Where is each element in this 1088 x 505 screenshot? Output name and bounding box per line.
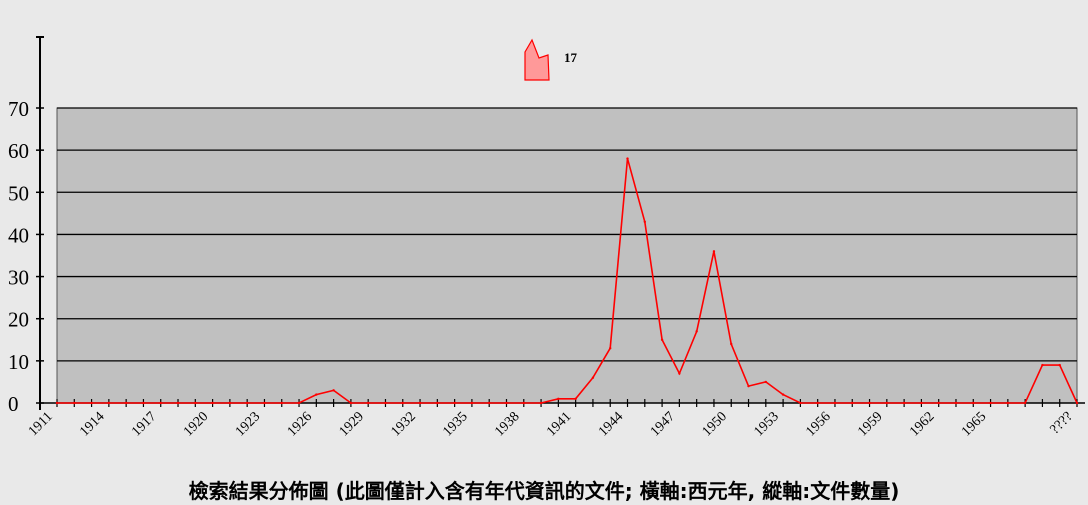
x-tick-label: 1941 [544, 409, 574, 439]
data-point [228, 401, 232, 405]
chart-svg: 0 10 20 30 40 50 60 70 1911 1914 1917 1920 1923 1926 1… [8, 36, 1085, 440]
y-tick-label: 40 [8, 223, 29, 247]
x-tick-label: 1938 [492, 409, 522, 439]
data-point [522, 401, 525, 405]
data-point [280, 401, 283, 405]
data-point [609, 347, 612, 350]
data-point [626, 157, 629, 160]
x-tick-label: 1944 [596, 409, 626, 439]
data-point [781, 393, 785, 396]
data-point [1058, 363, 1061, 367]
data-point [937, 401, 940, 405]
data-point [1023, 401, 1027, 405]
data-point [159, 401, 162, 405]
x-tick-label: 1911 [26, 409, 56, 439]
data-point [384, 401, 387, 405]
data-point [107, 401, 111, 405]
data-point [263, 401, 266, 405]
data-point [574, 397, 577, 400]
x-tick-label: 1959 [855, 409, 885, 439]
y-tick-label: 70 [8, 97, 29, 121]
x-tick-label: 1923 [233, 409, 263, 439]
chart-title: 檢索結果分佈圖 (此圖僅計入含有年代資訊的文件; 橫軸:西元年, 縱軸:文件數量… [188, 479, 900, 503]
x-tick-label: ???? [1048, 409, 1076, 437]
data-point [833, 401, 837, 405]
x-tick-label: 1917 [129, 409, 159, 439]
data-point [920, 401, 923, 405]
data-point [557, 397, 560, 400]
data-point [1006, 401, 1010, 405]
y-tick-label: 30 [8, 266, 29, 290]
x-tick-label: 1935 [440, 409, 470, 439]
data-point [799, 401, 802, 405]
y-tick-label: 10 [8, 350, 29, 374]
data-point [678, 372, 681, 375]
y-tick-label: 60 [8, 139, 29, 163]
legend: 17 [524, 38, 578, 81]
data-point [695, 330, 698, 333]
legend-label: 17 [564, 50, 578, 65]
data-point [712, 250, 716, 253]
data-point [868, 401, 871, 405]
data-point [90, 401, 93, 405]
x-tick-label: 1953 [752, 409, 782, 439]
x-tick-label: 1965 [959, 409, 989, 439]
x-tick-label: 1926 [285, 409, 315, 439]
data-point [902, 401, 906, 405]
data-point [332, 389, 335, 392]
data-point [470, 401, 474, 405]
data-point [366, 401, 370, 405]
x-tick-label: 1947 [648, 409, 678, 439]
data-point [142, 401, 145, 405]
plot-area [56, 107, 1078, 404]
data-point [1041, 363, 1044, 367]
data-point [176, 401, 180, 405]
data-point [436, 401, 439, 405]
data-point [954, 401, 958, 405]
y-tick-label: 50 [8, 181, 29, 205]
y-tick-label: 20 [8, 308, 29, 332]
data-point [453, 401, 456, 405]
x-tick-label: 1956 [803, 409, 833, 439]
data-point [989, 401, 992, 405]
data-point [972, 401, 975, 405]
data-point [816, 401, 819, 405]
data-point [747, 384, 750, 388]
x-tick-label: 1932 [388, 409, 418, 439]
x-tick-label: 1962 [907, 409, 937, 439]
data-point [297, 401, 301, 405]
data-point [349, 401, 353, 405]
data-point [124, 401, 128, 405]
data-point [660, 338, 664, 341]
x-tick-label: 1929 [337, 409, 367, 439]
data-point [885, 401, 889, 405]
data-point [539, 401, 543, 405]
data-point [73, 401, 76, 405]
data-point [418, 401, 422, 405]
data-point [764, 380, 768, 384]
data-point [591, 376, 595, 379]
series-line [57, 158, 1078, 404]
data-point [401, 401, 404, 405]
data-point [851, 401, 854, 405]
data-point [211, 401, 214, 405]
data-point [245, 401, 249, 405]
data-point [488, 401, 491, 405]
x-tick-label: 1950 [700, 409, 730, 439]
data-point [730, 342, 733, 346]
data-point [1075, 401, 1079, 405]
data-point [315, 393, 318, 396]
data-point [55, 401, 59, 405]
x-tick-label: 1914 [77, 409, 107, 439]
data-point [194, 401, 197, 405]
data-point [505, 401, 508, 405]
y-tick-label: 0 [8, 392, 19, 416]
data-point [643, 220, 646, 223]
x-tick-label: 1920 [181, 409, 211, 439]
legend-swatch [524, 38, 550, 81]
